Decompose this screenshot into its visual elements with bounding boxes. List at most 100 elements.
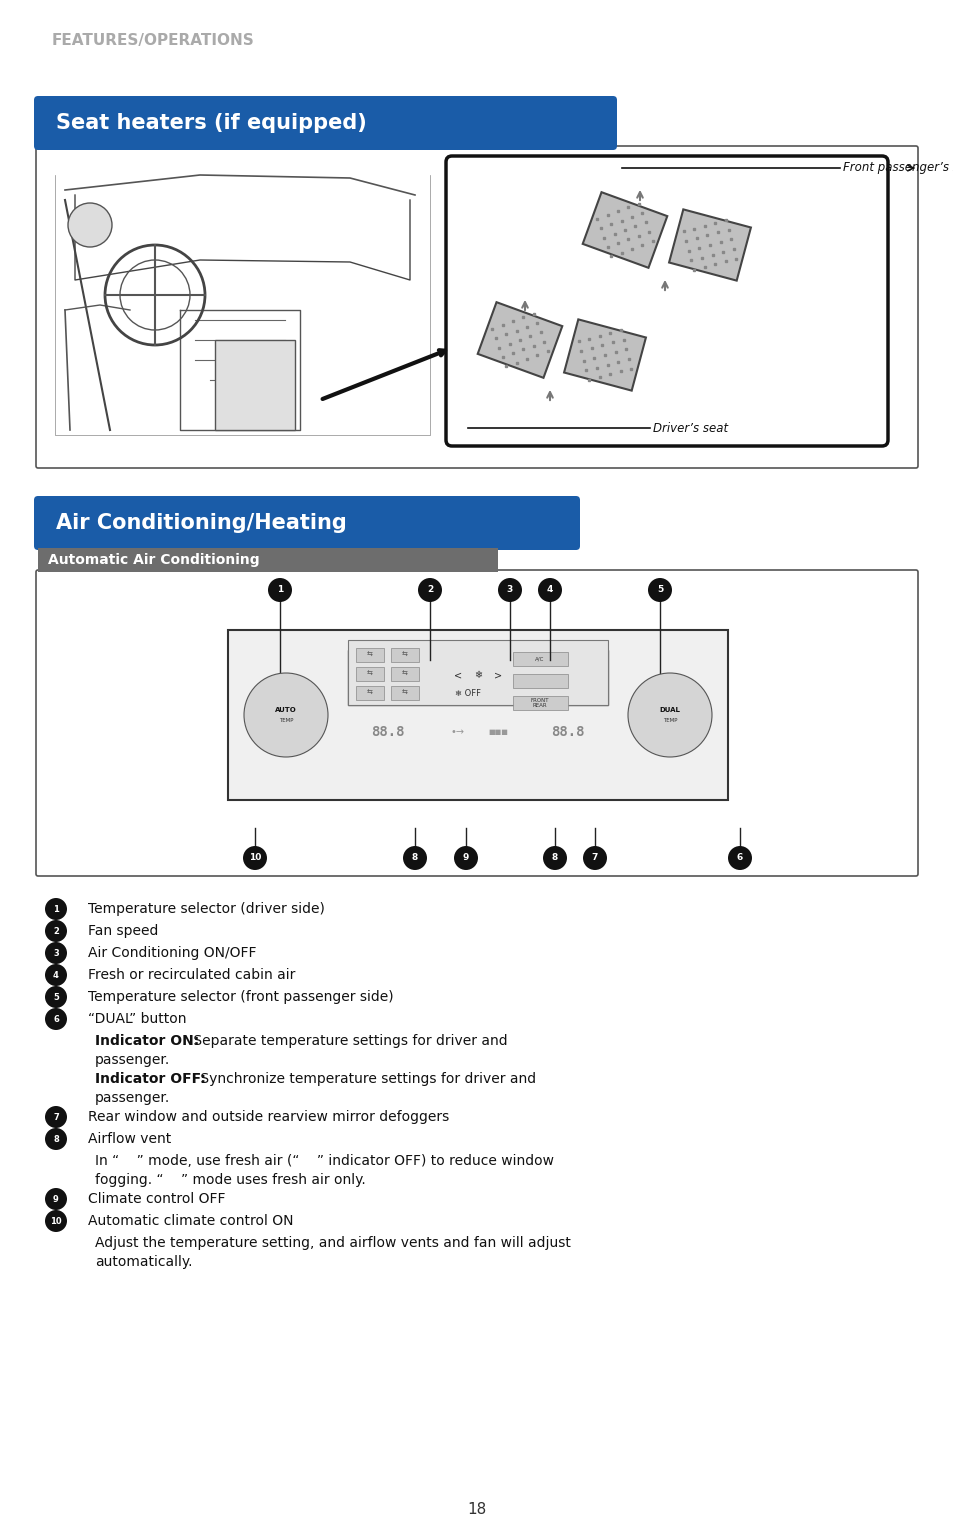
Text: Rear window and outside rearview mirror defoggers: Rear window and outside rearview mirror … — [88, 1110, 449, 1124]
Text: 1: 1 — [276, 585, 283, 594]
Bar — [513, 652, 567, 666]
Circle shape — [68, 203, 112, 247]
Bar — [391, 647, 418, 663]
Text: fogging. “    ” mode uses fresh air only.: fogging. “ ” mode uses fresh air only. — [95, 1173, 365, 1186]
Circle shape — [635, 680, 704, 750]
Text: Separate temperature settings for driver and: Separate temperature settings for driver… — [189, 1034, 507, 1048]
FancyBboxPatch shape — [446, 156, 887, 446]
Bar — [355, 667, 384, 681]
Text: Indicator OFF:: Indicator OFF: — [95, 1072, 206, 1086]
Circle shape — [45, 919, 67, 942]
Circle shape — [727, 846, 751, 870]
Text: 2: 2 — [53, 927, 59, 936]
Polygon shape — [668, 209, 750, 281]
Text: passenger.: passenger. — [95, 1054, 170, 1067]
Text: 1: 1 — [53, 904, 59, 913]
Text: 4: 4 — [53, 971, 59, 979]
Text: ⇆: ⇆ — [401, 690, 408, 696]
Circle shape — [402, 846, 427, 870]
Text: Temperature selector (driver side): Temperature selector (driver side) — [88, 902, 325, 916]
Circle shape — [244, 673, 328, 757]
Text: ❄ OFF: ❄ OFF — [455, 689, 480, 698]
Circle shape — [454, 846, 477, 870]
Text: Adjust the temperature setting, and airflow vents and fan will adjust: Adjust the temperature setting, and airf… — [95, 1235, 570, 1251]
Text: ■■■: ■■■ — [488, 728, 507, 734]
Text: 3: 3 — [506, 585, 513, 594]
Text: Fresh or recirculated cabin air: Fresh or recirculated cabin air — [88, 968, 295, 982]
Text: Air Conditioning ON/OFF: Air Conditioning ON/OFF — [88, 947, 256, 960]
Text: 5: 5 — [53, 993, 59, 1002]
Text: Seat heaters (if equipped): Seat heaters (if equipped) — [56, 113, 366, 133]
Text: •→: •→ — [451, 727, 464, 738]
Text: A/C: A/C — [535, 657, 544, 661]
Circle shape — [268, 579, 292, 602]
Text: “DUAL” button: “DUAL” button — [88, 1012, 186, 1026]
Text: 18: 18 — [467, 1503, 486, 1518]
Text: Temperature selector (front passenger side): Temperature selector (front passenger si… — [88, 989, 394, 1003]
Text: Automatic climate control ON: Automatic climate control ON — [88, 1214, 294, 1228]
Text: passenger.: passenger. — [95, 1090, 170, 1106]
Bar — [391, 667, 418, 681]
Polygon shape — [477, 302, 561, 377]
Text: 88.8: 88.8 — [371, 725, 404, 739]
Text: ❄: ❄ — [474, 670, 481, 680]
Bar — [214, 341, 294, 431]
Circle shape — [257, 687, 314, 744]
Text: ⇆: ⇆ — [367, 652, 373, 658]
Text: AUTO: AUTO — [274, 707, 296, 713]
Text: 9: 9 — [53, 1194, 59, 1203]
FancyBboxPatch shape — [34, 96, 617, 150]
Text: Automatic Air Conditioning: Automatic Air Conditioning — [48, 553, 259, 567]
Bar — [355, 686, 384, 699]
Polygon shape — [582, 192, 666, 267]
Text: Driver’s seat: Driver’s seat — [652, 421, 727, 435]
Text: 6: 6 — [53, 1014, 59, 1023]
Text: ⇆: ⇆ — [401, 652, 408, 658]
Circle shape — [45, 898, 67, 919]
Circle shape — [497, 579, 521, 602]
Circle shape — [45, 942, 67, 964]
Text: Front passenger’s seat: Front passenger’s seat — [842, 162, 953, 174]
Circle shape — [417, 579, 441, 602]
Text: 4: 4 — [546, 585, 553, 594]
Text: Synchronize temperature settings for driver and: Synchronize temperature settings for dri… — [195, 1072, 536, 1086]
Polygon shape — [563, 319, 645, 391]
Text: ⇆: ⇆ — [367, 690, 373, 696]
Bar — [513, 673, 567, 689]
FancyBboxPatch shape — [34, 496, 579, 550]
Text: 6: 6 — [736, 854, 742, 863]
Text: 7: 7 — [591, 854, 598, 863]
Text: Climate control OFF: Climate control OFF — [88, 1193, 225, 1206]
Text: 10: 10 — [249, 854, 261, 863]
Text: automatically.: automatically. — [95, 1255, 193, 1269]
Circle shape — [45, 1209, 67, 1232]
Text: FEATURES/OPERATIONS: FEATURES/OPERATIONS — [52, 32, 254, 47]
Bar — [348, 651, 607, 705]
Text: ⇆: ⇆ — [367, 670, 373, 676]
Text: 2: 2 — [426, 585, 433, 594]
Text: 7: 7 — [53, 1113, 59, 1121]
Circle shape — [45, 986, 67, 1008]
Circle shape — [542, 846, 566, 870]
Circle shape — [45, 1106, 67, 1128]
Text: DUAL: DUAL — [659, 707, 679, 713]
Bar — [355, 647, 384, 663]
Text: 9: 9 — [462, 854, 469, 863]
Text: 88.8: 88.8 — [551, 725, 584, 739]
Text: TEMP: TEMP — [662, 718, 677, 722]
Text: 10: 10 — [51, 1217, 62, 1226]
Text: Air Conditioning/Heating: Air Conditioning/Heating — [56, 513, 346, 533]
Circle shape — [45, 1008, 67, 1031]
Circle shape — [45, 964, 67, 986]
Text: <: < — [454, 670, 461, 680]
Text: 5: 5 — [657, 585, 662, 594]
Text: 8: 8 — [412, 854, 417, 863]
Text: Indicator ON:: Indicator ON: — [95, 1034, 199, 1048]
Bar — [391, 686, 418, 699]
Text: Airflow vent: Airflow vent — [88, 1132, 172, 1145]
FancyBboxPatch shape — [36, 147, 917, 467]
Circle shape — [243, 846, 267, 870]
Text: ⇆: ⇆ — [401, 670, 408, 676]
Text: 8: 8 — [53, 1135, 59, 1144]
Text: FRONT
REAR: FRONT REAR — [530, 698, 549, 709]
